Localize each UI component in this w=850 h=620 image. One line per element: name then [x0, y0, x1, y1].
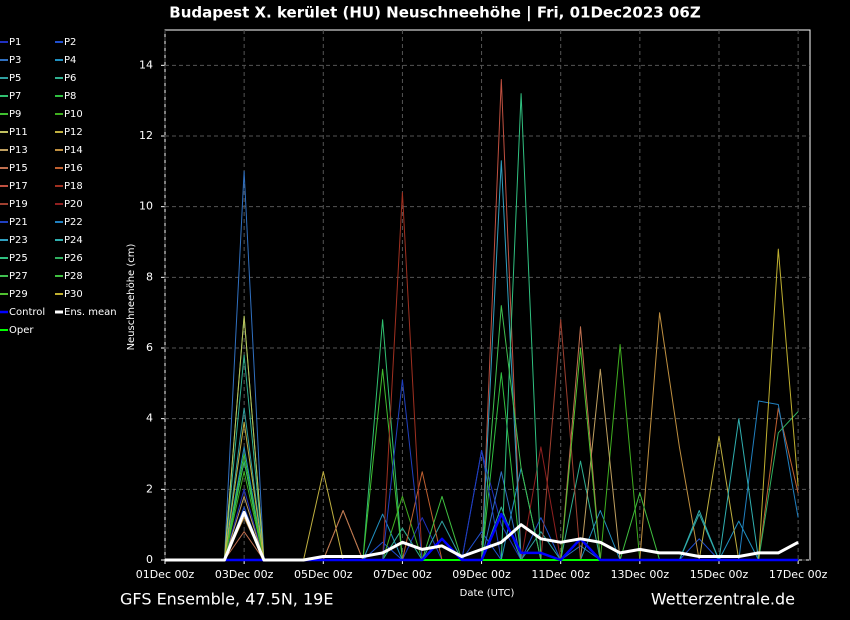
y-tick-label: 8: [146, 270, 153, 283]
legend-label: P9: [9, 109, 21, 120]
y-tick-label: 14: [139, 58, 153, 71]
y-axis-label: Neuschneehöhe (cm): [126, 243, 137, 350]
y-tick-label: 6: [146, 341, 153, 354]
legend-label: P21: [9, 217, 28, 228]
legend-label: P23: [9, 235, 28, 246]
legend-label: P4: [64, 55, 76, 66]
y-tick-label: 0: [146, 553, 153, 566]
legend-label: P17: [9, 181, 28, 192]
legend-label: Control: [9, 307, 45, 318]
x-tick-label: 11Dec 00z: [531, 568, 590, 581]
legend-label: P14: [64, 145, 83, 156]
legend-label: P19: [9, 199, 28, 210]
legend-label: P7: [9, 91, 21, 102]
legend-label: P28: [64, 271, 83, 282]
chart-title: Budapest X. kerület (HU) Neuschneehöhe |…: [169, 4, 701, 23]
legend-label: P5: [9, 73, 21, 84]
x-tick-label: 01Dec 00z: [136, 568, 195, 581]
x-tick-label: 03Dec 00z: [215, 568, 274, 581]
legend-label: P29: [9, 289, 28, 300]
legend-label: Ens. mean: [64, 307, 117, 318]
x-tick-label: 13Dec 00z: [611, 568, 670, 581]
legend-label: P16: [64, 163, 83, 174]
y-tick-label: 10: [139, 200, 153, 213]
legend-label: Oper: [9, 325, 34, 336]
legend-label: P8: [64, 91, 76, 102]
legend-label: P30: [64, 289, 83, 300]
legend-label: P13: [9, 145, 28, 156]
x-tick-label: 09Dec 00z: [452, 568, 511, 581]
legend-label: P18: [64, 181, 83, 192]
legend-label: P3: [9, 55, 21, 66]
legend-label: P24: [64, 235, 83, 246]
x-tick-label: 15Dec 00z: [690, 568, 749, 581]
legend-label: P22: [64, 217, 83, 228]
y-tick-label: 4: [146, 412, 153, 425]
footer-site: Wetterzentrale.de: [651, 590, 795, 609]
legend-label: P27: [9, 271, 28, 282]
x-tick-label: 05Dec 00z: [294, 568, 353, 581]
footer-source: GFS Ensemble, 47.5N, 19E: [120, 590, 333, 609]
x-tick-label: 07Dec 00z: [373, 568, 432, 581]
x-tick-label: 17Dec 00z: [769, 568, 828, 581]
legend-label: P1: [9, 37, 21, 48]
legend-label: P6: [64, 73, 76, 84]
legend-label: P25: [9, 253, 28, 264]
legend-label: P10: [64, 109, 83, 120]
legend-label: P15: [9, 163, 28, 174]
legend-label: P20: [64, 199, 83, 210]
x-axis-label: Date (UTC): [460, 588, 515, 599]
legend-label: P2: [64, 37, 76, 48]
y-tick-label: 2: [146, 482, 153, 495]
series-line: [165, 510, 799, 562]
legend-label: P11: [9, 127, 28, 138]
legend-label: P26: [64, 253, 83, 264]
legend-label: P12: [64, 127, 83, 138]
y-tick-label: 12: [139, 129, 153, 142]
